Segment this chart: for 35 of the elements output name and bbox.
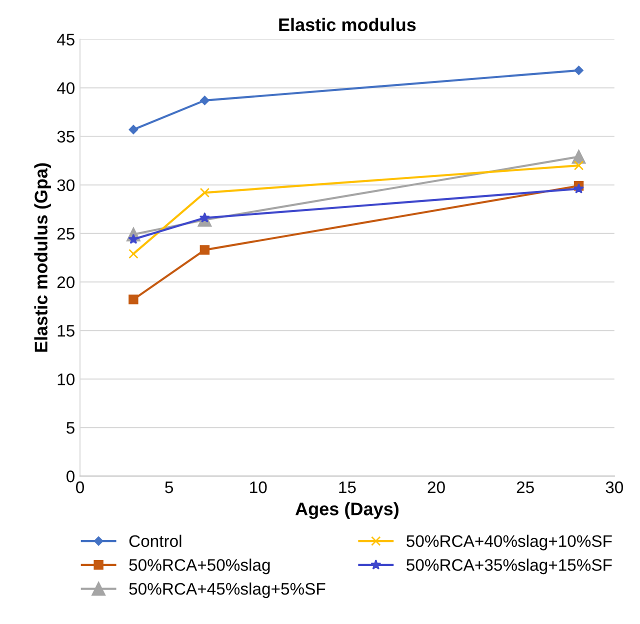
- point: [200, 188, 210, 198]
- legend-label: 50%RCA+40%slag+10%SF: [406, 534, 612, 550]
- legend-label: 50%RCA+45%slag+5%SF: [129, 582, 326, 598]
- chart-title: Elastic modulus: [279, 18, 416, 32]
- y-tick-label: 40: [56, 82, 74, 94]
- y-tick-label: 10: [58, 373, 74, 386]
- x-tick-label: 0: [76, 481, 84, 494]
- y-tick-label: 0: [66, 470, 74, 482]
- x-tick-label: 5: [165, 482, 174, 494]
- y-tick-label: 20: [57, 276, 74, 288]
- x-tick-label: 15: [339, 482, 356, 494]
- y-tick-label: 35: [57, 130, 74, 143]
- legend-label: Control: [129, 534, 182, 548]
- y-tick-label: 25: [57, 228, 74, 240]
- point: [572, 150, 586, 164]
- x-tick-label: 30: [606, 481, 624, 494]
- y-axis-title: Elastic modulus (Gpa): [34, 163, 52, 352]
- point: [200, 96, 210, 106]
- y-tick-label: 30: [57, 179, 74, 192]
- point: [128, 248, 138, 259]
- legend-label: 50%RCA+35%slag+15%SF: [406, 558, 612, 574]
- y-tick-label: 15: [58, 325, 74, 337]
- point: [574, 66, 584, 75]
- point: [128, 294, 138, 304]
- point: [128, 124, 138, 134]
- x-tick-label: 10: [250, 481, 267, 494]
- x-tick-label: 20: [428, 481, 445, 494]
- legend-label: 50%RCA+50%slag: [129, 558, 270, 574]
- y-tick-label: 5: [66, 422, 74, 434]
- point: [573, 183, 584, 194]
- x-tick-label: 25: [516, 481, 534, 494]
- point: [200, 245, 210, 255]
- x-axis-title: Ages (Days): [295, 502, 398, 519]
- point: [574, 160, 584, 170]
- y-tick-label: 45: [56, 34, 74, 46]
